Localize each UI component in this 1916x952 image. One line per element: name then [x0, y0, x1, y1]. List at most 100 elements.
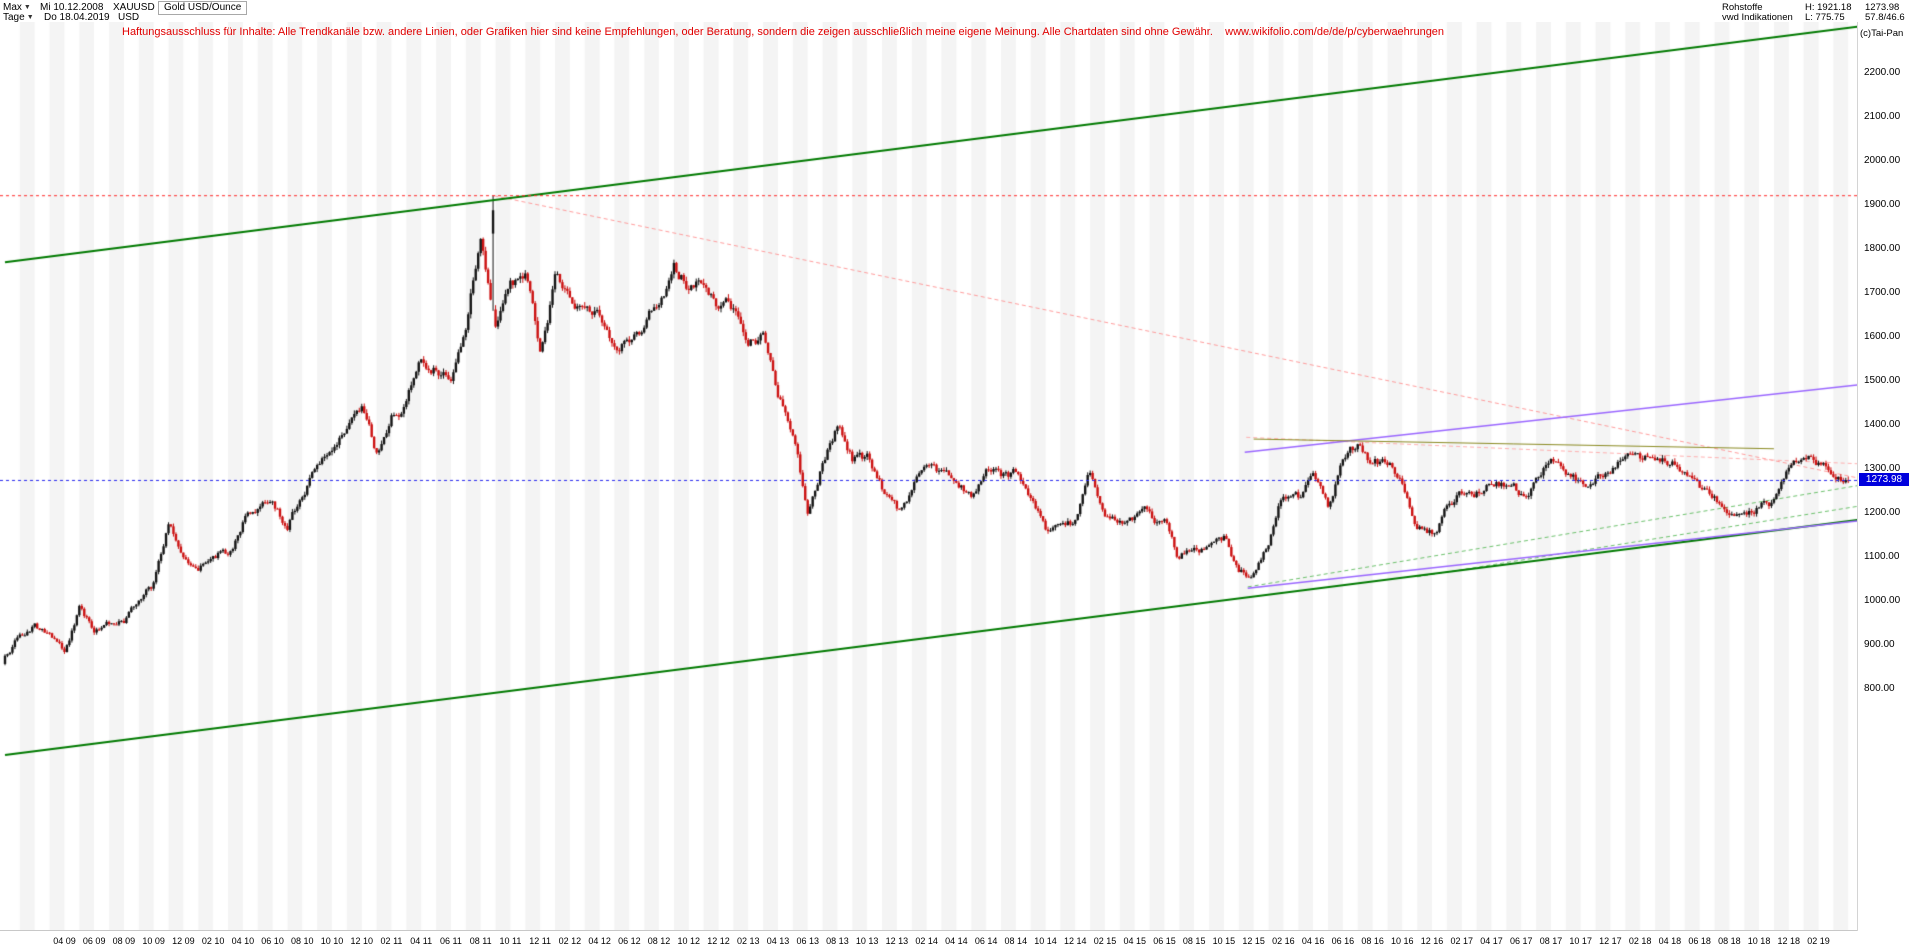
x-axis-label: 12 09: [172, 936, 195, 946]
y-axis-label: 1800.00: [1864, 243, 1901, 254]
x-axis-label: 02 17: [1450, 936, 1474, 946]
x-axis-label: 04 12: [588, 936, 611, 946]
x-axis-label: 08 11: [469, 936, 492, 946]
x-axis-label: 04 09: [53, 936, 76, 946]
x-axis-label: 08 14: [1004, 936, 1028, 946]
x-axis-label: 12 17: [1599, 936, 1622, 946]
x-axis-label: 10 16: [1391, 936, 1414, 946]
disclaimer-body: Haftungsausschluss für Inhalte: Alle Tre…: [122, 26, 1213, 38]
x-axis-label: 02 14: [915, 936, 938, 946]
x-axis-label: 08 15: [1182, 936, 1206, 946]
y-axis-label: 1500.00: [1864, 375, 1901, 386]
x-axis-label: 12 18: [1777, 936, 1801, 946]
y-axis-label: 2200.00: [1864, 67, 1901, 78]
y-axis-label: 900.00: [1864, 639, 1895, 650]
y-axis-label: 800.00: [1864, 683, 1895, 694]
chevron-down-icon: ▼: [23, 4, 31, 11]
x-axis-label: 08 17: [1539, 936, 1563, 946]
x-axis-label: 08 10: [291, 936, 314, 946]
x-axis-label: 06 15: [1153, 936, 1176, 946]
x-axis-label: 02 15: [1093, 936, 1117, 946]
x-axis-label: 12 15: [1242, 936, 1265, 946]
x-axis-label: 10 11: [499, 936, 522, 946]
x-axis-label: 06 17: [1509, 936, 1533, 946]
x-axis-label: 04 17: [1480, 936, 1503, 946]
x-axis-label: 06 11: [440, 936, 462, 946]
x-axis-label: 06 18: [1688, 936, 1711, 946]
x-axis-label: 12 13: [885, 936, 909, 946]
x-axis-label: 12 12: [707, 936, 730, 946]
y-axis-label: 1700.00: [1864, 287, 1901, 298]
x-axis-label: 12 11: [529, 936, 552, 946]
currency-label: USD: [118, 12, 140, 23]
wikifolio-link[interactable]: www.wikifolio.com/de/de/p/cyberwaehrunge…: [1225, 26, 1445, 38]
symbol-label: XAUUSD: [113, 2, 155, 13]
x-axis-label: 08 09: [112, 936, 136, 946]
current-date: Do 18.04.2019: [44, 12, 110, 23]
x-axis-label: 08 18: [1718, 936, 1741, 946]
range-selector[interactable]: Max ▼: [3, 2, 31, 13]
price-chart-canvas[interactable]: [0, 22, 1857, 931]
period-high-value: H: 1921.18: [1805, 2, 1852, 13]
category-label: Rohstoffe: [1722, 2, 1763, 13]
y-axis-label: 1200.00: [1864, 507, 1901, 518]
disclaimer-text: Haftungsausschluss für Inhalte: Alle Tre…: [122, 26, 1444, 38]
x-axis-label: 04 14: [945, 936, 968, 946]
x-axis-label: 04 18: [1658, 936, 1682, 946]
indicator-values: 57.8/46.6: [1865, 12, 1905, 23]
x-axis-label: 10 09: [142, 936, 165, 946]
x-axis-label: 02 11: [380, 936, 403, 946]
x-axis-label: 10 10: [320, 936, 344, 946]
instrument-title: Gold USD/Ounce: [158, 1, 248, 15]
copyright-label: (c)Tai-Pan: [1860, 28, 1904, 39]
y-axis-label: 1300.00: [1864, 463, 1901, 474]
x-axis-label: 10 15: [1212, 936, 1236, 946]
x-axis-label: 08 16: [1361, 936, 1384, 946]
data-source-label: vwd Indikationen: [1722, 12, 1793, 23]
x-axis-label: 06 13: [796, 936, 819, 946]
x-axis-label: 12 16: [1420, 936, 1444, 946]
x-axis-label: 02 16: [1272, 936, 1295, 946]
period-selector[interactable]: Tage ▼: [3, 12, 34, 23]
x-axis-label: 02 19: [1807, 936, 1830, 946]
x-axis-label: 08 13: [826, 936, 849, 946]
x-axis-label: 04 13: [766, 936, 790, 946]
x-axis-label: 02 12: [558, 936, 582, 946]
x-axis-label: 04 10: [231, 936, 255, 946]
y-axis-label: 2000.00: [1864, 155, 1901, 166]
x-axis-label: 06 14: [974, 936, 998, 946]
x-axis-label: 08 12: [647, 936, 671, 946]
x-axis-label: 02 18: [1628, 936, 1652, 946]
x-axis-label: 06 12: [618, 936, 641, 946]
x-axis-label: 10 12: [677, 936, 701, 946]
y-axis-label: 1100.00: [1864, 551, 1900, 562]
x-axis-label: 04 11: [410, 936, 433, 946]
y-axis-label: 2100.00: [1864, 111, 1901, 122]
x-axis-label: 10 17: [1569, 936, 1592, 946]
period-low-value: L: 775.75: [1805, 12, 1845, 23]
last-price-tag: 1273.98: [1859, 473, 1909, 487]
last-price-value: 1273.98: [1865, 2, 1900, 13]
y-axis-label: 1600.00: [1864, 331, 1901, 342]
x-axis-label: 10 14: [1034, 936, 1057, 946]
chart-toolbar: Max ▼ Mi 10.12.2008 Tage ▼ Do 18.04.2019 X…: [0, 0, 1916, 23]
time-axis: 04 09 06 09 08 09 10 09 12 09 02 10 04 10 06 10…: [0, 933, 1857, 952]
x-axis-label: 06 16: [1331, 936, 1355, 946]
x-axis-label: 06 10: [261, 936, 284, 946]
y-axis-label: 1400.00: [1864, 419, 1901, 430]
chevron-down-icon: ▼: [26, 14, 34, 21]
x-axis-label: 12 10: [350, 936, 374, 946]
y-axis-label: 1900.00: [1864, 199, 1901, 210]
range-start-date: Mi 10.12.2008: [40, 2, 104, 13]
x-axis-label: 06 09: [82, 936, 106, 946]
x-axis-label: 10 18: [1747, 936, 1771, 946]
x-axis-label: 12 14: [1064, 936, 1087, 946]
x-axis-label: 04 15: [1123, 936, 1146, 946]
x-axis-label: 10 13: [855, 936, 879, 946]
axis-separator: [1857, 22, 1858, 931]
x-axis-label: 02 10: [201, 936, 225, 946]
y-axis-label: 1000.00: [1864, 595, 1901, 606]
x-axis-label: 04 16: [1301, 936, 1325, 946]
x-axis-label: 02 13: [736, 936, 760, 946]
